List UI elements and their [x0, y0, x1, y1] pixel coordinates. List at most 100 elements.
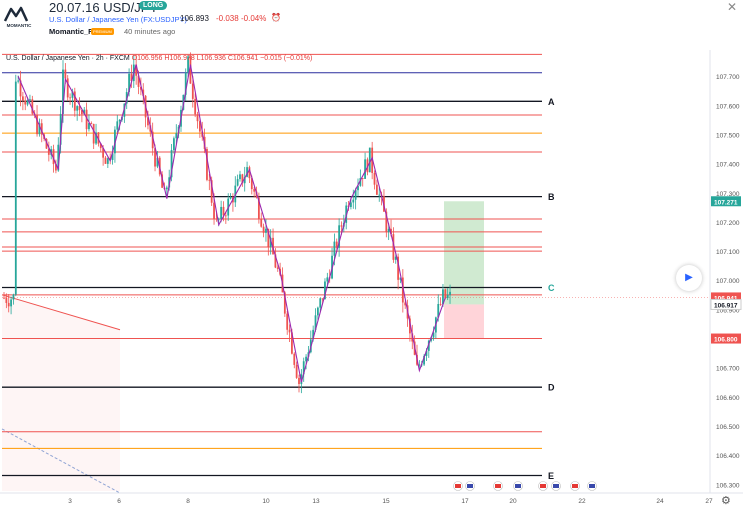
candle-body [246, 167, 248, 177]
candle-body [302, 361, 305, 375]
price-tag-bg [711, 333, 741, 344]
candle-body [55, 164, 57, 171]
candle-body [135, 64, 138, 76]
price-change: -0.038 [216, 14, 239, 23]
candle-body [432, 332, 435, 338]
candle-body [449, 291, 451, 295]
candle-body [170, 150, 173, 178]
candle-body [321, 298, 324, 300]
candle-body [147, 117, 149, 126]
candle-body [326, 277, 329, 282]
candle-body [99, 143, 102, 149]
candle-body [340, 225, 343, 227]
candle-body [364, 159, 366, 179]
idea-header: MOMANTIC 20.07.16 USD/JPY LONG U.S. Doll… [0, 0, 743, 48]
price-tick-label: 107.000 [716, 278, 740, 285]
price-tick-label: 106.500 [716, 424, 740, 431]
event-flag-icon [455, 484, 461, 488]
candle-body [19, 80, 22, 97]
trend-line [1, 294, 121, 331]
candle-body [390, 228, 392, 235]
candle-body [361, 178, 364, 179]
alarm-clock-icon[interactable]: ⏰ [271, 13, 281, 22]
legend-change: −0.015 (−0.01%) [260, 55, 313, 62]
price-tick-label: 106.900 [716, 307, 740, 314]
candle-body [156, 157, 159, 167]
candle-body [40, 123, 43, 135]
event-flag-icon [589, 484, 595, 488]
candle-body [293, 353, 296, 365]
candle-body [291, 332, 293, 354]
price-tag-label: 107.271 [714, 199, 738, 206]
candle-body [387, 228, 390, 233]
candle-body [31, 99, 34, 114]
candle-body [173, 138, 175, 151]
candle-body [139, 86, 142, 90]
price-tick-label: 107.500 [716, 133, 740, 140]
candle-body [442, 289, 444, 305]
candle-body [236, 179, 239, 186]
price-tick-label: 107.600 [716, 103, 740, 110]
momantic-logo: MOMANTIC [3, 6, 32, 28]
candle-body [83, 109, 86, 115]
candle-body [45, 138, 48, 149]
price-tick-label: 106.400 [716, 453, 740, 460]
candle-body [161, 174, 164, 188]
price-tick-label: 107.400 [716, 162, 740, 169]
candle-body [319, 298, 322, 308]
candle-body [354, 190, 357, 200]
shaded-zone [2, 294, 120, 491]
candle-body [38, 123, 41, 135]
premium-badge: PREMIUM [91, 28, 114, 35]
candle-body [446, 294, 449, 299]
candle-body [137, 75, 140, 87]
candle-body [375, 184, 378, 195]
candle-body [36, 114, 38, 135]
candle-body [92, 123, 95, 144]
candle-body [274, 254, 277, 268]
candle-body [253, 189, 256, 192]
author-name[interactable]: Momantic_FX [49, 27, 98, 36]
time-tick-label: 27 [705, 498, 713, 505]
candle-body [397, 256, 400, 280]
close-icon[interactable]: ✕ [727, 0, 738, 14]
price-tick-label: 106.700 [716, 366, 740, 373]
price-tick-label: 106.600 [716, 395, 740, 402]
candle-body [12, 294, 15, 300]
stop-zone [444, 304, 484, 339]
candle-body [57, 144, 60, 171]
play-icon[interactable]: ▶ [676, 265, 702, 291]
time-tick-label: 15 [382, 498, 390, 505]
candle-body [392, 234, 395, 260]
candle-body [401, 277, 404, 303]
candle-body [26, 100, 29, 105]
symbol-link[interactable]: U.S. Dollar / Japanese Yen (FX:USDJPY) [49, 15, 187, 24]
gear-icon[interactable]: ⚙ [721, 495, 731, 507]
level-label: A [548, 97, 555, 107]
candle-body [350, 202, 352, 207]
price-tag-bg [711, 292, 741, 303]
candle-body [217, 218, 220, 220]
candle-body [90, 123, 93, 124]
candle-body [373, 172, 376, 185]
time-tick-label: 10 [262, 498, 270, 505]
event-flag-icon [467, 484, 473, 488]
candle-body [10, 299, 12, 307]
candle-body [151, 131, 154, 149]
candle-body [357, 185, 359, 191]
candle-body [276, 267, 279, 269]
candle-body [5, 297, 8, 303]
candle-body [335, 241, 338, 248]
svg-text:MOMANTIC: MOMANTIC [7, 23, 32, 28]
candle-body [97, 132, 100, 144]
price-tick-label: 107.300 [716, 191, 740, 198]
candle-body [224, 215, 227, 217]
event-flag-icon [495, 484, 501, 488]
candle-body [189, 56, 192, 84]
candle-body [425, 350, 428, 356]
candle-body [437, 304, 440, 318]
long-badge: LONG [139, 1, 168, 10]
candle-body [106, 158, 109, 164]
candle-body [359, 178, 362, 186]
